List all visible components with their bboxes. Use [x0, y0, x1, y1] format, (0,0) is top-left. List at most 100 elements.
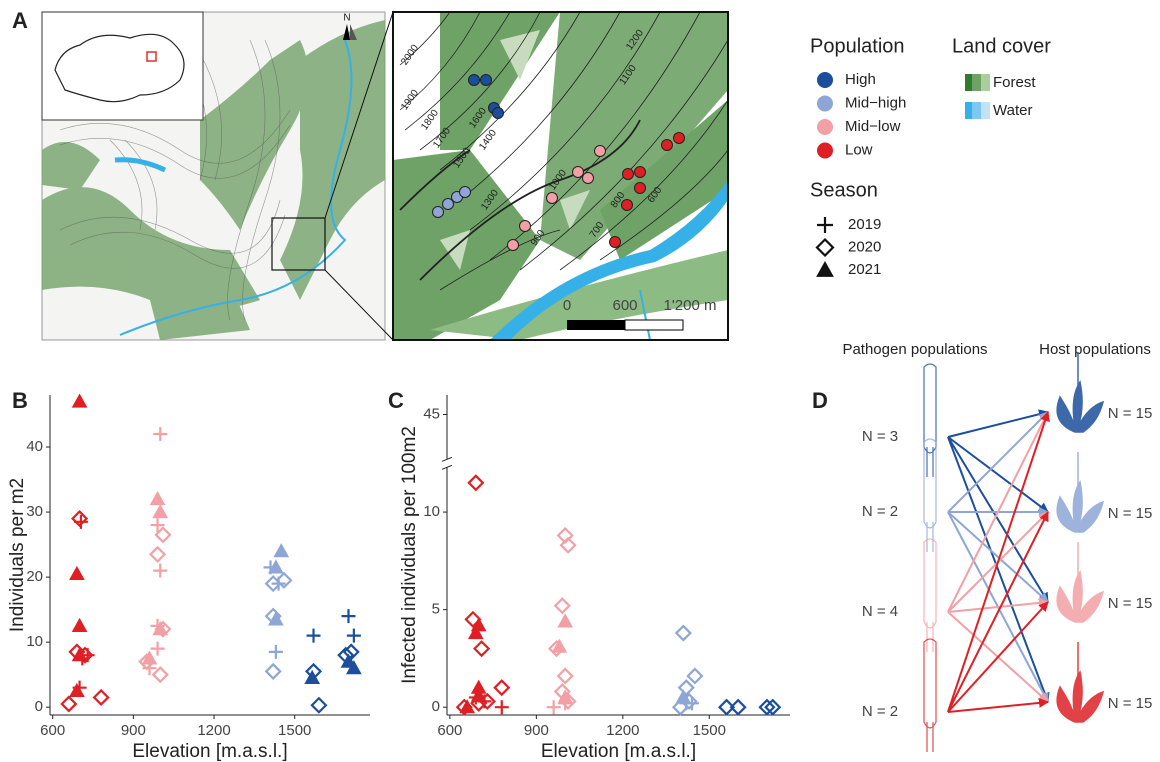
legend-label: 2019: [848, 216, 881, 233]
zoom-line: [324, 269, 394, 341]
point: [467, 474, 485, 492]
north-arrow: [350, 24, 357, 40]
point: [686, 667, 704, 685]
point: [69, 682, 85, 698]
host-icon: [1056, 642, 1105, 723]
point: [75, 651, 90, 666]
site: [546, 192, 558, 204]
point: [470, 687, 487, 702]
x-tick-label: 600: [40, 722, 65, 739]
north-arrow: [343, 24, 350, 40]
y-tick-label: 20: [26, 568, 43, 585]
x-tick-label: 600: [437, 722, 462, 739]
panel-letter: A: [12, 8, 28, 33]
site: [492, 107, 504, 119]
y-tick-label: 30: [26, 503, 43, 520]
arrow: [947, 601, 1049, 713]
panel-letter: B: [12, 388, 28, 413]
x-tick-label: 1500: [278, 722, 311, 739]
forest-swatch: [972, 74, 981, 91]
point: [473, 640, 491, 658]
pathogen-icon: [923, 438, 937, 552]
point: [470, 617, 487, 632]
point: [459, 699, 476, 714]
site: [634, 166, 646, 178]
legend-marker: [817, 217, 833, 233]
point: [71, 393, 88, 408]
water-swatch: [965, 102, 972, 119]
host-icon: [1056, 452, 1105, 533]
pathogen-icon: [923, 638, 937, 752]
point: [551, 638, 568, 653]
forest-swatch: [981, 74, 990, 91]
arrow: [947, 511, 1049, 713]
point: [718, 698, 736, 716]
site: [459, 186, 471, 198]
scale-label: 0: [563, 297, 571, 314]
water-swatch: [981, 102, 990, 119]
water-swatch: [972, 102, 981, 119]
point: [264, 662, 282, 680]
point: [337, 646, 355, 664]
point: [680, 692, 698, 710]
scale-bar: [567, 320, 625, 330]
plots: 0 10 20 30 40 600 900 1200 1500 Elevation [m.a.s.…: [7, 393, 790, 762]
point: [273, 543, 290, 558]
point: [677, 679, 695, 697]
forest: [42, 20, 385, 340]
legend-label: Mid−high: [845, 94, 906, 111]
legend-label: Mid−low: [845, 118, 901, 135]
point: [729, 698, 747, 716]
y-tick-label: 5: [432, 601, 440, 618]
north-label: N: [343, 13, 350, 24]
legend-label: Water: [993, 102, 1032, 119]
point: [268, 644, 283, 659]
point: [151, 666, 169, 684]
x-axis-title: Elevation [m.a.s.l.]: [541, 741, 696, 762]
zoom-line: [324, 11, 394, 219]
zoom-box: [271, 217, 326, 271]
legend-marker: [817, 72, 833, 88]
x-tick-label: 900: [121, 722, 146, 739]
pathogen-icon: [923, 538, 937, 652]
point: [494, 700, 509, 715]
diagram-title: Pathogen populations: [842, 341, 987, 358]
point: [306, 628, 321, 643]
arrow: [947, 411, 1049, 613]
diagram-title: Host populations: [1039, 341, 1151, 358]
inset-frame: [41, 11, 204, 121]
site: [673, 132, 685, 144]
point: [556, 667, 574, 685]
point: [467, 625, 484, 640]
panel-letter: D: [812, 388, 828, 413]
point: [559, 536, 577, 554]
x-tick-label: 900: [524, 722, 549, 739]
overview-map: N: [41, 11, 394, 341]
y-axis-title: Individuals per m2: [7, 478, 28, 632]
x-tick-label: 1500: [693, 722, 726, 739]
point: [304, 669, 321, 685]
point: [152, 504, 169, 519]
map-sites: [432, 74, 685, 251]
site: [634, 182, 646, 194]
point: [341, 609, 356, 624]
host-count: N = 15: [1108, 505, 1153, 522]
panel-letter: C: [388, 388, 404, 413]
point: [558, 696, 573, 711]
point: [553, 597, 571, 615]
legend-title: Population: [810, 35, 905, 57]
arrow: [947, 597, 1049, 613]
arrow: [947, 409, 1049, 438]
y-axis-title: Infected individuals per 100m2: [399, 426, 420, 684]
scale-label: 600: [612, 297, 637, 314]
point: [149, 491, 166, 506]
legend-marker: [817, 142, 833, 159]
point: [546, 700, 561, 715]
site: [609, 236, 621, 248]
site: [572, 166, 584, 178]
arrow: [947, 697, 1049, 713]
point: [150, 518, 165, 533]
point: [493, 679, 511, 697]
river: [119, 39, 353, 336]
